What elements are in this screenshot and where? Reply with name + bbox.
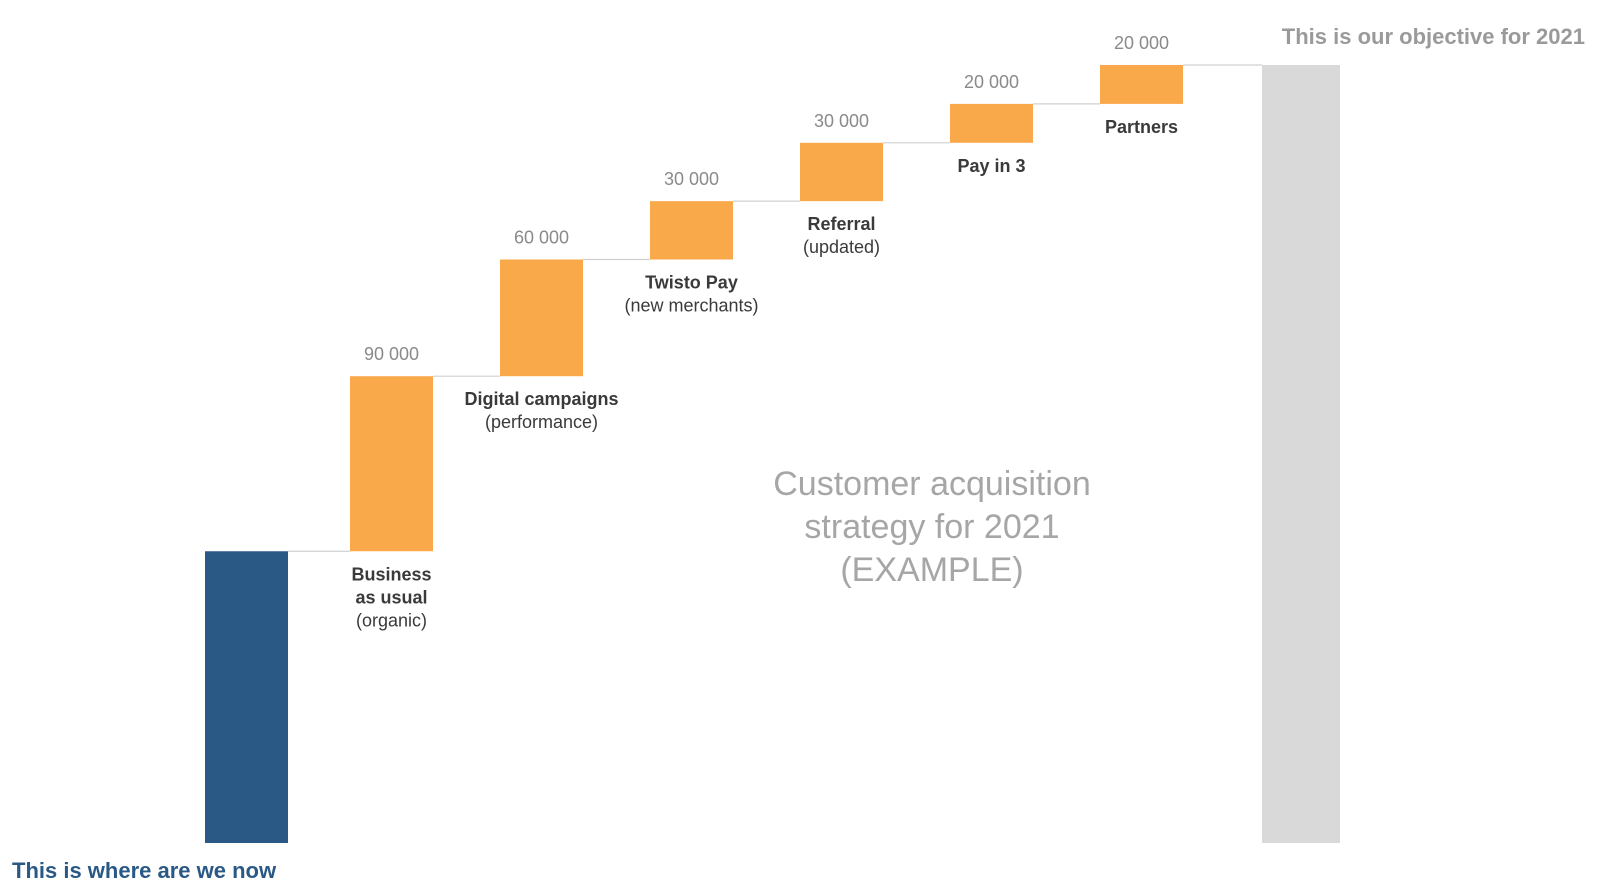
chart-title: Customer acquisition <box>773 465 1090 503</box>
category-label: Business <box>351 564 431 584</box>
end-annotation: This is our objective for 2021 <box>1282 24 1585 49</box>
category-sublabel: (organic) <box>356 610 427 630</box>
category-sublabel: (new merchants) <box>624 296 758 316</box>
value-label: 30 000 <box>664 169 719 189</box>
value-label: 20 000 <box>964 72 1019 92</box>
chart-title: strategy for 2021 <box>804 508 1059 546</box>
bar-step <box>350 376 433 552</box>
value-label: 30 000 <box>814 111 869 131</box>
value-label: 60 000 <box>514 228 569 248</box>
value-label: 90 000 <box>364 344 419 364</box>
category-label: as usual <box>355 587 427 607</box>
bar-step <box>500 259 583 377</box>
category-label: Partners <box>1105 117 1178 137</box>
bar-step <box>800 142 883 202</box>
category-label: Twisto Pay <box>645 273 738 293</box>
category-label: Digital campaigns <box>464 389 618 409</box>
bar-step <box>650 201 733 260</box>
category-label: Referral <box>807 214 875 234</box>
bar-step <box>950 103 1033 143</box>
chart-title: (EXAMPLE) <box>840 551 1023 589</box>
bar-total <box>1262 65 1340 843</box>
value-label: 20 000 <box>1114 33 1169 53</box>
category-sublabel: (performance) <box>485 412 598 432</box>
start-annotation: This is where are we now <box>12 858 277 883</box>
category-label: Pay in 3 <box>957 156 1025 176</box>
bar-start <box>205 551 288 843</box>
category-sublabel: (updated) <box>803 237 880 257</box>
bar-step <box>1100 65 1183 104</box>
